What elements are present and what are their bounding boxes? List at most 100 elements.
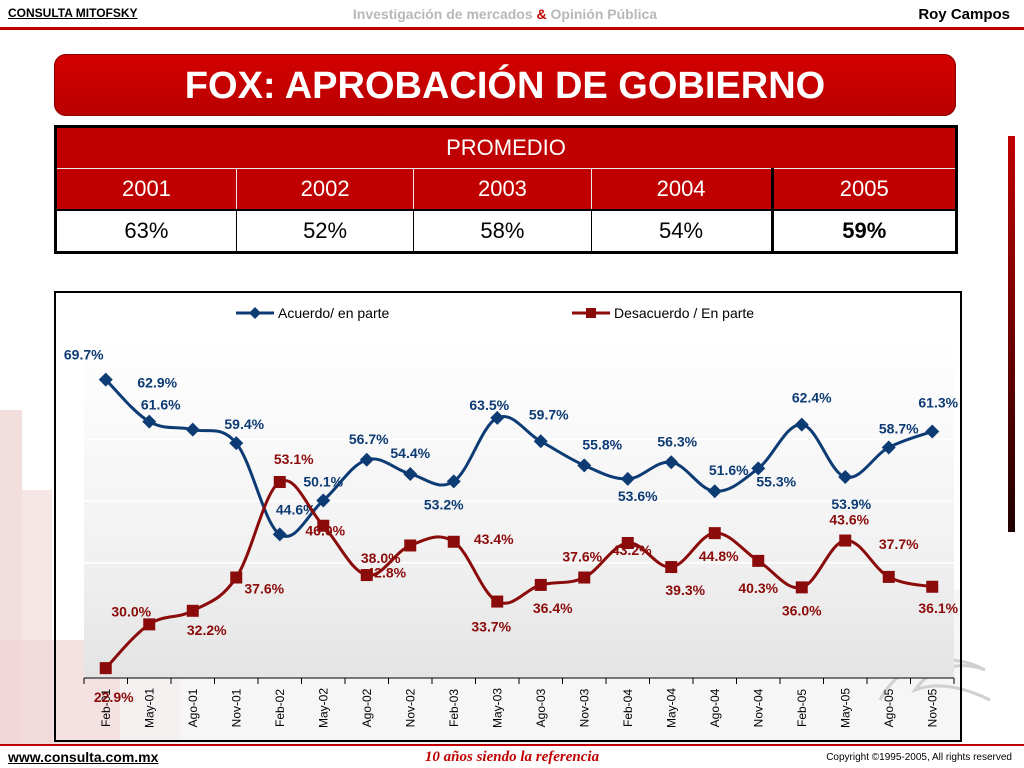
footer-motto: 10 años siendo la referencia [424,749,600,765]
page-title: FOX: APROBACIÓN DE GOBIERNO [54,54,956,116]
x-tick-label: Ago-05 [882,688,896,727]
data-label: 43.4% [474,531,514,547]
value-cell: 63% [55,209,237,253]
x-tick-label: Feb-03 [447,689,461,727]
x-tick-label: May-04 [664,688,678,728]
data-point-diamond [142,414,157,429]
data-label: 36.0% [782,602,822,618]
data-point-square [752,554,765,567]
x-tick-label: Nov-04 [751,688,765,727]
data-point-diamond [185,422,200,437]
data-label: 40.3% [738,580,778,596]
data-label: 37.6% [244,581,284,597]
data-label: 33.7% [471,619,511,635]
footer-divider [0,744,1024,746]
side-accent-bar [1008,136,1015,532]
data-label: 54.4% [390,445,430,461]
data-point-square [578,571,591,584]
x-tick-label: May-02 [316,688,330,728]
data-point-square [143,618,156,631]
data-label: 63.5% [469,397,509,413]
data-point-square [708,527,721,540]
data-label: 36.1% [918,600,958,616]
data-label: 56.7% [349,431,389,447]
data-point-square [621,537,634,550]
data-label: 61.6% [141,397,181,413]
data-label: 43.2% [612,542,652,558]
data-point-square [665,561,678,574]
x-tick-label: Feb-04 [621,689,635,727]
tagline: Investigación de mercados & Opinión Públ… [352,6,658,22]
x-tick-label: May-05 [838,688,852,728]
data-label: 58.7% [879,420,919,436]
data-label: 37.6% [562,549,602,565]
legend-label: Acuerdo/ en parte [278,305,390,321]
data-point-square [273,475,286,488]
data-label: 32.2% [187,622,227,638]
data-point-square [317,519,330,532]
data-point-square [882,570,895,583]
data-point-diamond [664,455,679,470]
data-label: 59.7% [529,406,569,422]
data-point-square [795,581,808,594]
year-cell: 2003 [413,168,592,211]
legend-label: Desacuerdo / En parte [614,305,754,321]
data-label: 39.3% [665,582,705,598]
year-cell: 2002 [235,168,415,211]
data-label: 51.6% [709,462,749,478]
value-cell: 52% [235,209,415,253]
data-point-square [534,578,547,591]
data-point-square [99,662,112,675]
average-table: PROMEDIO 2001 2002 2003 2004 2005 63% 52… [54,125,958,254]
data-label: 44.8% [699,548,739,564]
data-label: 69.7% [64,347,104,363]
data-label: 53.1% [274,451,314,467]
year-cell: 2004 [590,168,773,211]
data-label: 22.9% [94,689,134,705]
website-link[interactable]: www.consulta.com.mx [8,749,159,765]
year-cell: 2005 [770,168,958,211]
data-label: 53.6% [618,488,658,504]
data-point-square [491,595,504,608]
data-point-diamond [272,527,287,542]
data-point-square [839,534,852,547]
data-point-square [230,571,243,584]
data-label: 55.3% [756,473,796,489]
copyright-text: Copyright ©1995-2005, All rights reserve… [826,752,1012,763]
data-label: 59.4% [224,416,264,432]
legend-marker-diamond-icon [249,307,261,319]
x-tick-label: Nov-05 [925,688,939,727]
x-tick-label: Ago-01 [186,688,200,727]
data-point-diamond [751,461,766,476]
value-cell: 59% [770,209,958,253]
data-label: 38.0% [361,550,401,566]
data-label: 30.0% [111,603,151,619]
data-label: 61.3% [918,394,958,410]
chart-frame: Feb-01 May-01 Ago-01 Nov-01 Feb-02 May-02 Ago-… [54,291,962,742]
x-tick-label: Nov-03 [577,688,591,727]
year-cell: 2001 [55,168,237,211]
data-point-diamond [229,436,244,451]
approval-line-chart: Feb-01 May-01 Ago-01 Nov-01 Feb-02 May-02 Ago-… [64,305,959,728]
x-tick-label: Feb-05 [795,689,809,727]
brand-link[interactable]: CONSULTA MITOFSKY [8,6,138,20]
data-label: 62.4% [792,390,832,406]
x-tick-label: Ago-04 [708,688,722,727]
data-label: 43.6% [829,512,869,528]
data-point-diamond [838,470,853,485]
data-point-square [186,604,199,617]
data-point-diamond [577,458,592,473]
header-bar: CONSULTA MITOFSKY Investigación de merca… [0,0,1024,28]
x-tick-label: Ago-03 [534,688,548,727]
data-point-diamond [359,452,374,467]
data-point-diamond [620,471,635,486]
x-tick-label: Nov-01 [229,688,243,727]
data-label: 56.3% [657,433,697,449]
x-tick-label: Feb-01 [99,689,113,727]
data-point-diamond [316,493,331,508]
table-header: PROMEDIO [55,126,957,169]
data-point-diamond [98,372,113,387]
data-point-diamond [490,410,505,425]
data-label: 42.8% [366,564,406,580]
x-tick-label: May-01 [142,688,156,728]
